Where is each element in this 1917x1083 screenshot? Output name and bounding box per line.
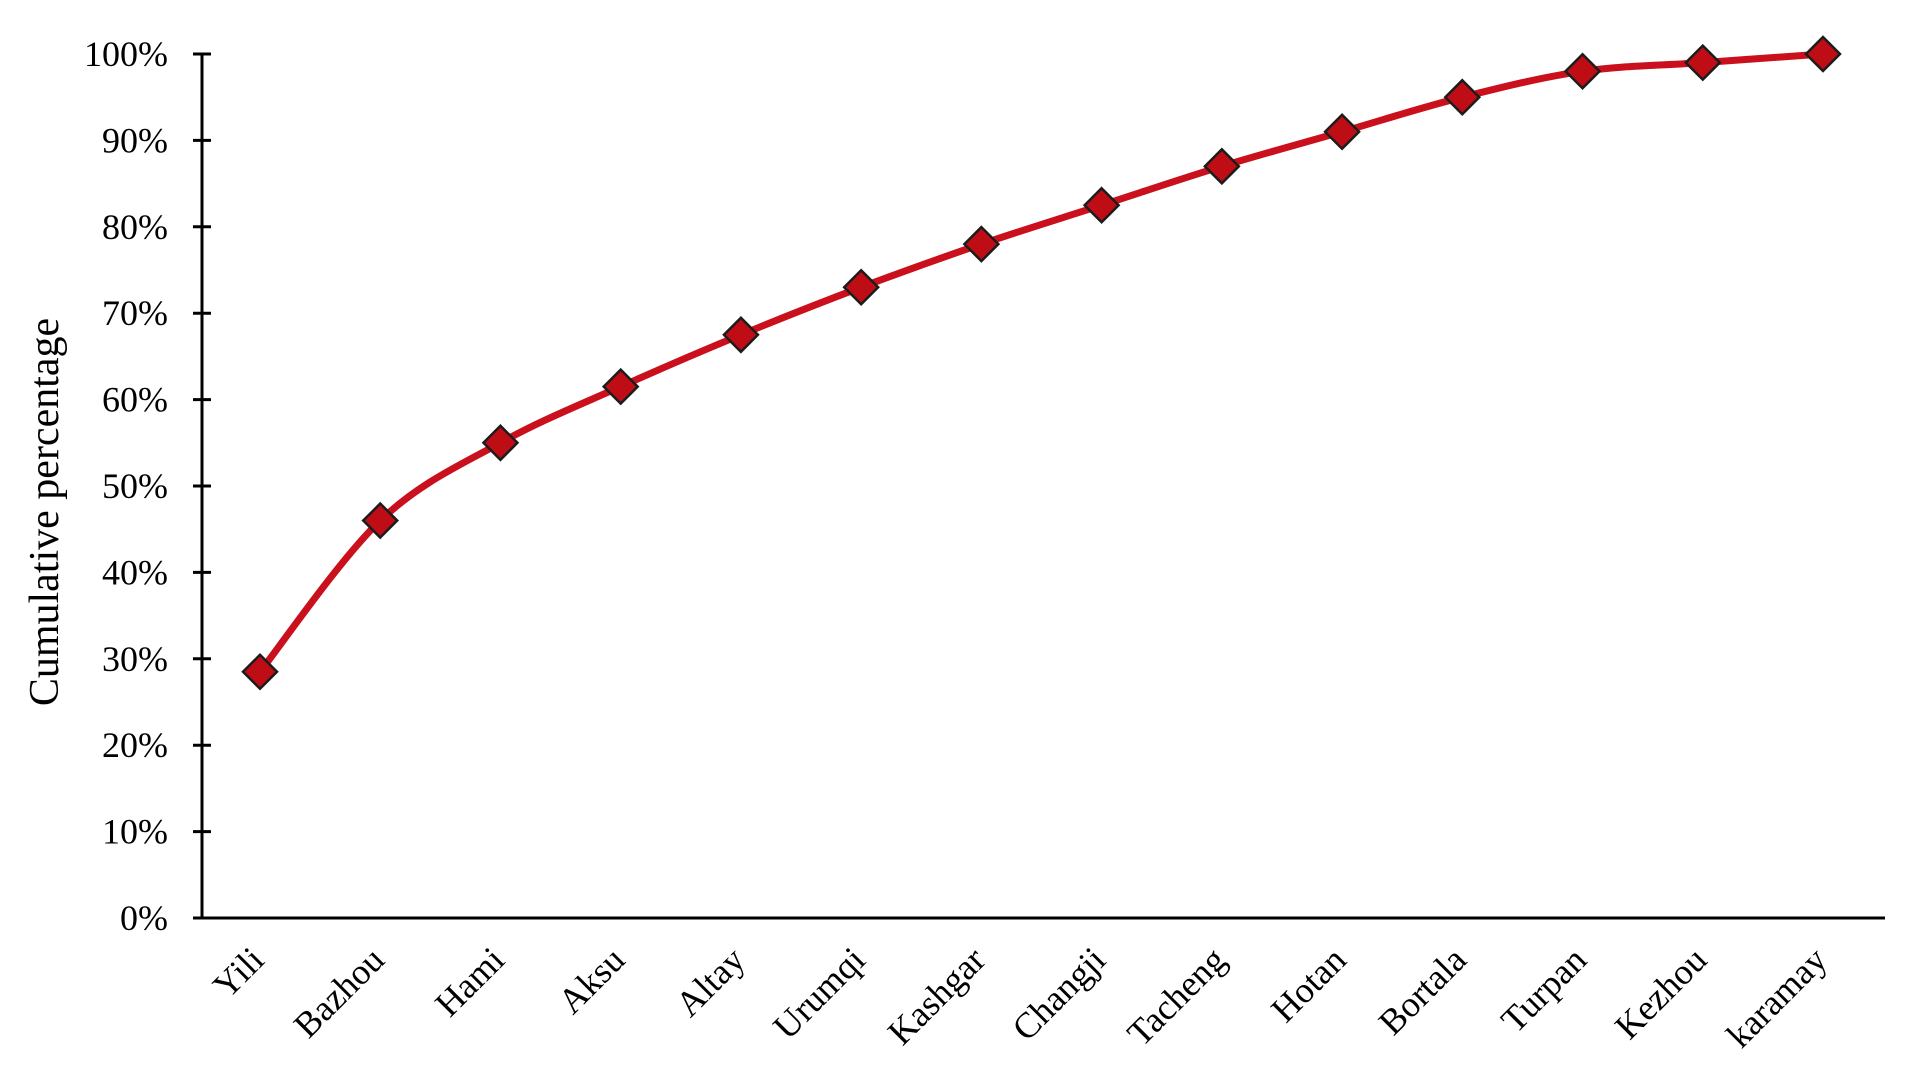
plot-area: 0% 10% 20% 30% 40% 50% 60% 70% 80% 90% 100% Yili Baz… <box>84 34 1885 1055</box>
x-category-label: Changji <box>1004 939 1113 1048</box>
y-tick-label: 90% <box>102 120 168 160</box>
x-category-label: Kezhou <box>1607 939 1714 1046</box>
data-point-marker <box>1443 78 1482 116</box>
data-point-marker <box>361 501 399 540</box>
data-point-marker <box>722 316 760 354</box>
y-tick-label: 60% <box>102 380 168 420</box>
y-tick-label: 0% <box>120 898 168 938</box>
data-point-marker <box>1804 35 1842 73</box>
y-tick-label: 40% <box>102 552 168 592</box>
x-category-label: Hotan <box>1263 939 1353 1029</box>
x-category-label: Bazhou <box>286 939 392 1045</box>
data-point-marker <box>1082 186 1121 224</box>
cumulative-series-line <box>256 50 1827 676</box>
y-tick-label: 70% <box>102 293 168 333</box>
x-category-label: Aksu <box>550 939 632 1021</box>
x-category-label: Kashgar <box>880 939 993 1052</box>
x-category-label: Bortala <box>1371 939 1474 1042</box>
data-point-marker <box>481 424 520 462</box>
x-category-label: Urumqi <box>765 939 872 1046</box>
x-category-label: Altay <box>668 939 753 1024</box>
x-category-label: karamay <box>1719 939 1835 1055</box>
y-tick-label: 100% <box>84 34 168 74</box>
y-tick-label: 50% <box>102 466 168 506</box>
y-tick-label: 30% <box>102 639 168 679</box>
x-category-label: Turpan <box>1493 939 1594 1040</box>
x-category-label: Yili <box>205 939 271 1005</box>
data-point-marker <box>1203 147 1241 186</box>
y-axis-title: Cumulative percentage <box>22 318 68 706</box>
data-point-marker <box>1563 52 1602 91</box>
data-point-marker <box>842 268 880 307</box>
x-category-label: Hami <box>427 939 512 1024</box>
y-tick-label: 80% <box>102 207 168 247</box>
y-tick-label: 20% <box>102 725 168 765</box>
data-point-marker <box>1323 112 1361 151</box>
data-point-marker <box>241 652 279 691</box>
data-point-marker <box>601 367 640 406</box>
x-category-label: Tacheng <box>1119 939 1233 1053</box>
data-point-marker <box>962 225 1001 263</box>
y-tick-label: 10% <box>102 812 168 852</box>
data-point-marker <box>1683 43 1722 82</box>
